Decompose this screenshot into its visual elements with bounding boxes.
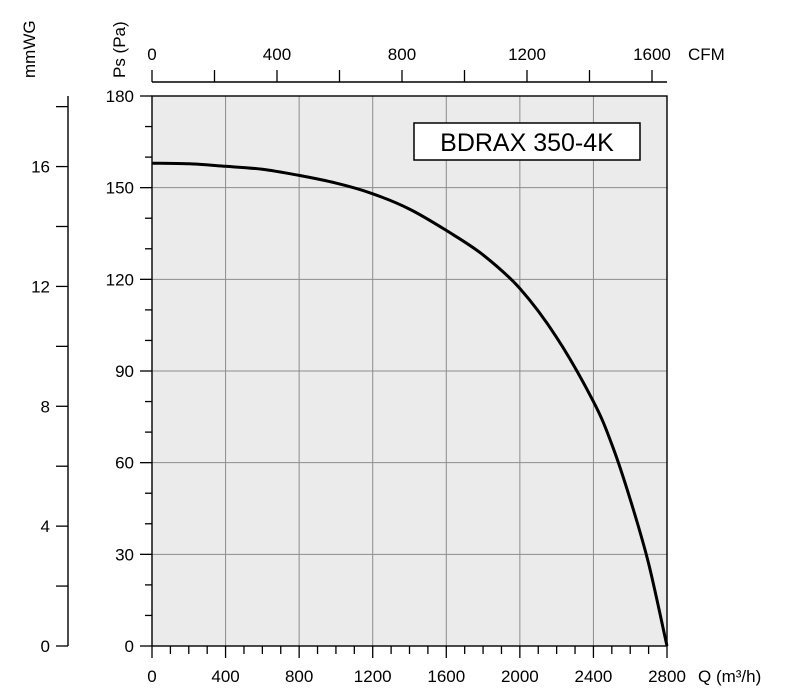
y-tick-label: 60 bbox=[115, 454, 134, 473]
cfm-axis: 0 400 800 1200 1600 bbox=[147, 45, 671, 83]
y-tick-label: 150 bbox=[106, 179, 134, 198]
title-box bbox=[413, 122, 641, 161]
cfm-tick-label: 800 bbox=[388, 45, 416, 64]
x-tick-label: 2800 bbox=[648, 667, 686, 686]
y-tick-label: 30 bbox=[115, 545, 134, 564]
x-tick-label: 800 bbox=[285, 667, 313, 686]
minor-ticks bbox=[140, 95, 668, 658]
y-tick-label: 120 bbox=[106, 270, 134, 289]
chart-title: BDRAX 350-4K bbox=[440, 129, 614, 157]
fan-curve-line bbox=[151, 161, 669, 647]
x-tick-label: 1600 bbox=[427, 667, 465, 686]
y-tick-label: 180 bbox=[106, 87, 134, 106]
mmwg-axis: 0 4 8 12 16 bbox=[31, 96, 69, 656]
cfm-tick-label: 1600 bbox=[633, 45, 671, 64]
x-tick-label: 2400 bbox=[575, 667, 613, 686]
cfm-axis-label: CFM bbox=[688, 45, 725, 64]
mmwg-tick-label: 4 bbox=[41, 517, 50, 536]
mmwg-tick-label: 16 bbox=[31, 158, 50, 177]
cfm-tick-label: 400 bbox=[263, 45, 291, 64]
x-tick-label: 400 bbox=[211, 667, 239, 686]
y-tick-label: 0 bbox=[125, 637, 134, 656]
y-tick-label: 90 bbox=[115, 362, 134, 381]
grid-lines bbox=[152, 96, 667, 646]
plot-frame bbox=[151, 95, 668, 647]
y-axis-label: Ps (Pa) bbox=[110, 21, 129, 78]
x-tick-label: 0 bbox=[147, 667, 156, 686]
cfm-tick-label: 1200 bbox=[508, 45, 546, 64]
mmwg-axis-label: mmWG bbox=[20, 20, 39, 78]
x-axis-label: Q (m³/h) bbox=[698, 667, 761, 686]
x-tick-label: 1200 bbox=[354, 667, 392, 686]
mmwg-tick-label: 12 bbox=[31, 277, 50, 296]
mmwg-tick-label: 8 bbox=[41, 397, 50, 416]
x-tick-label: 2000 bbox=[501, 667, 539, 686]
mmwg-tick-label: 0 bbox=[41, 637, 50, 656]
y-tick-labels: 0 30 60 90 120 150 180 bbox=[106, 87, 134, 656]
x-tick-labels: 0 400 800 1200 1600 2000 2400 2800 bbox=[147, 667, 686, 686]
cfm-tick-label: 0 bbox=[147, 45, 156, 64]
